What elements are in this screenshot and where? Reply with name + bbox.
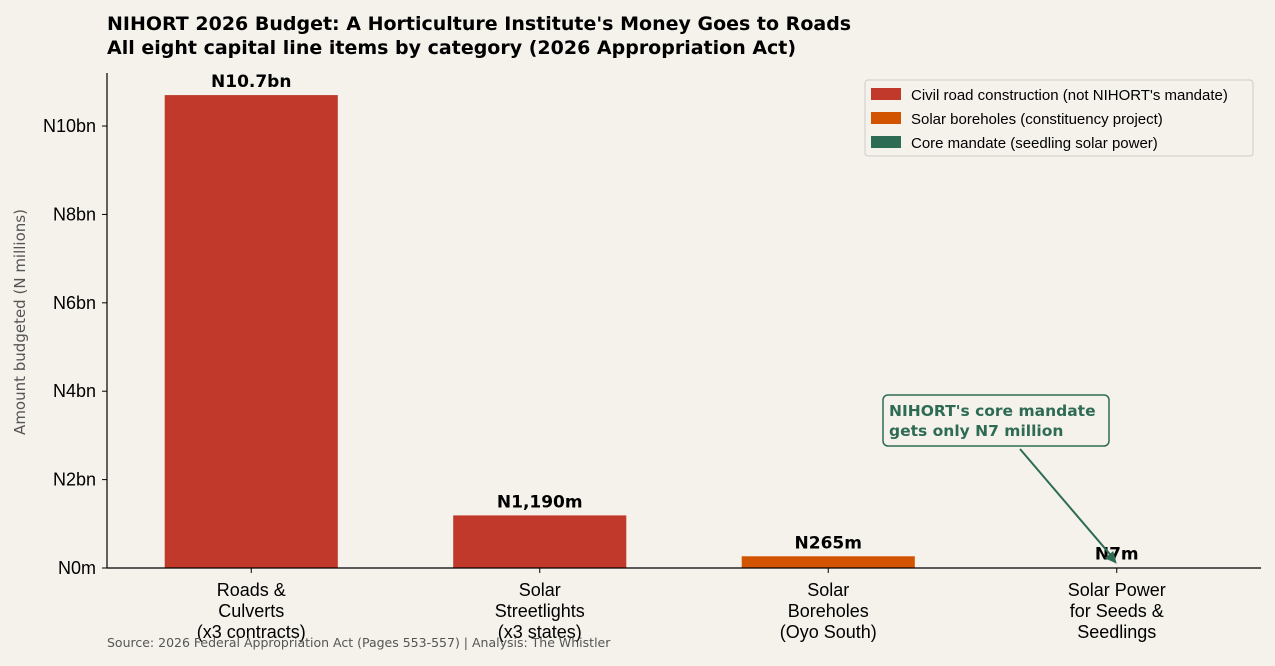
chart-title: NIHORT 2026 Budget: A Horticulture Insti… xyxy=(107,13,851,35)
annotation: NIHORT's core mandate gets only N7 millio… xyxy=(882,394,1117,564)
chart-subtitle: All eight capital line items by category… xyxy=(107,37,796,59)
source-note: Source: 2026 Federal Appropriation Act (… xyxy=(107,635,611,650)
x-tick-label-line: Roads & xyxy=(217,580,286,600)
bar-value-label-1: N10.7bn xyxy=(211,72,291,92)
x-tick-label-line: (Oyo South) xyxy=(780,622,877,642)
legend-swatch-3 xyxy=(871,136,901,148)
annotation-text-line: NIHORT's core mandate xyxy=(889,402,1096,420)
y-tick-label: N2bn xyxy=(53,470,96,490)
x-tick-label-line: Culverts xyxy=(218,601,284,621)
x-tick-label-line: for Seeds & xyxy=(1070,601,1164,621)
x-tick-label-4: Solar Power for Seeds & Seedlings xyxy=(1068,580,1166,642)
x-tick-label-line: Boreholes xyxy=(788,601,869,621)
x-tick-label-line: Solar xyxy=(519,580,561,600)
x-tick-label-line: (x3 contracts) xyxy=(197,622,306,642)
y-axis-label: Amount budgeted (N millions) xyxy=(11,209,29,435)
legend-swatch-1 xyxy=(871,88,901,100)
legend-frame xyxy=(864,79,1254,157)
annotation-arrowhead xyxy=(1104,550,1117,564)
y-tick-label: N10bn xyxy=(43,116,96,136)
y-tick-label: N8bn xyxy=(53,204,96,224)
x-tick-label-1: Roads & Culverts (x3 contracts) xyxy=(197,580,306,642)
x-tick-label-line: Solar xyxy=(807,580,849,600)
bar-2 xyxy=(453,515,627,568)
legend-label-2: Solar boreholes (constituency project) xyxy=(911,111,1163,128)
y-tick-label: N6bn xyxy=(53,293,96,313)
bar-value-label-3: N265m xyxy=(795,533,862,553)
annotation-box xyxy=(882,394,1110,447)
x-tick-label-2: Solar Streetlights (x3 states) xyxy=(495,580,585,642)
legend: Civil road construction (not NIHORT's ma… xyxy=(864,79,1254,157)
x-tick-label-line: Solar Power xyxy=(1068,580,1166,600)
bars-layer: N10.7bn N1,190m N265m N7m xyxy=(164,72,1204,569)
legend-swatch-2 xyxy=(871,112,901,124)
legend-label-3: Core mandate (seedling solar power) xyxy=(911,135,1158,152)
x-tick-label-3: Solar Boreholes (Oyo South) xyxy=(780,580,877,642)
x-tick-label-line: Seedlings xyxy=(1077,622,1156,642)
bar-value-label-2: N1,190m xyxy=(497,492,583,512)
annotation-arrow xyxy=(1019,448,1115,560)
annotation-text-line: gets only N7 million xyxy=(889,422,1063,440)
bar-3 xyxy=(741,556,915,568)
bar-1 xyxy=(164,95,338,569)
x-tick-label-line: (x3 states) xyxy=(498,622,582,642)
y-tick-label: N0m xyxy=(58,558,96,578)
bar-value-label-4: N7m xyxy=(1095,545,1139,565)
legend-label-1: Civil road construction (not NIHORT's ma… xyxy=(911,87,1228,104)
x-tick-label-line: Streetlights xyxy=(495,601,585,621)
axes-layer: Roads & Culverts (x3 contracts)Solar Street… xyxy=(43,73,1261,642)
y-tick-label: N4bn xyxy=(53,381,96,401)
